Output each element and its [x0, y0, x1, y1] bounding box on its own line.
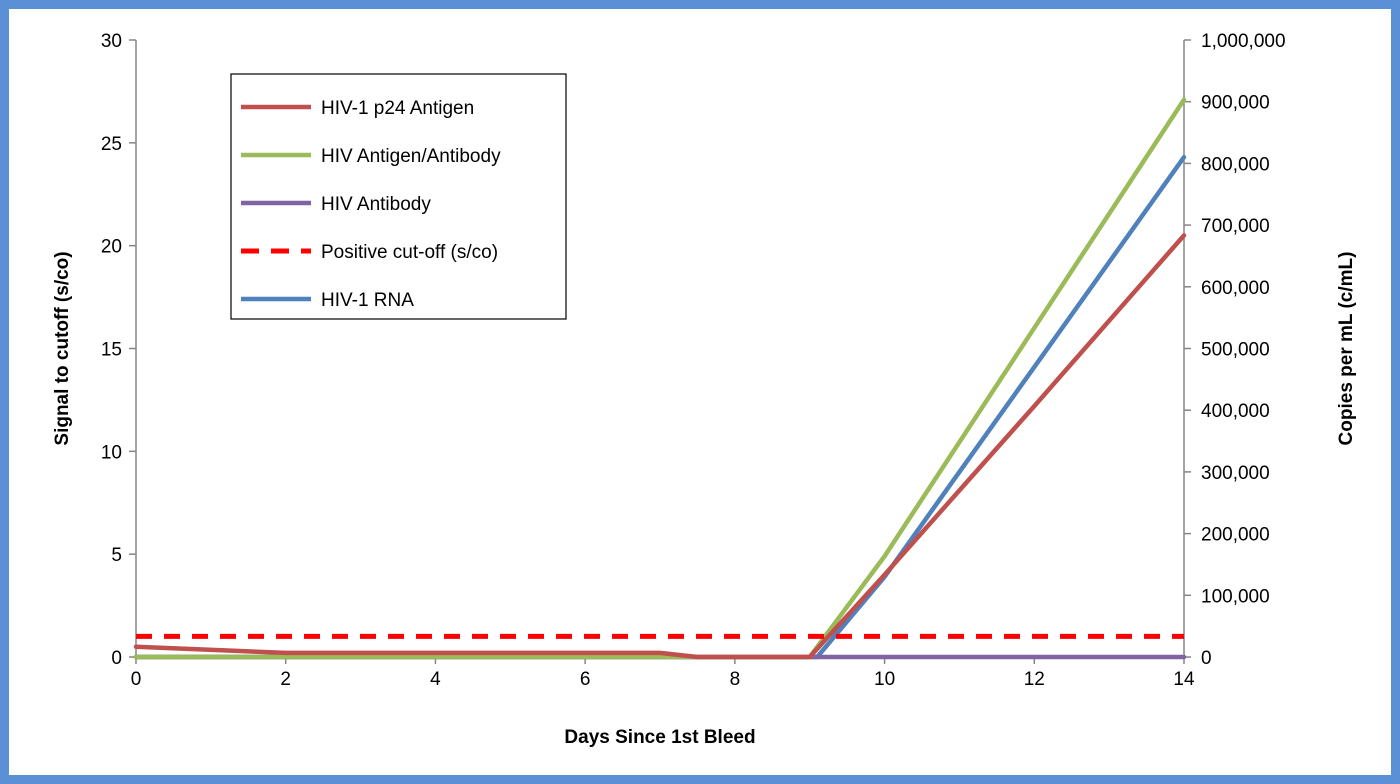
- hiv-test-chart: 0 2 4 6 8 10 12 14 0 5 10 15 20 25 30 0 100,000 200,000 30…: [52, 31, 1357, 748]
- legend-entry: HIV-1 RNA: [321, 290, 414, 311]
- series-line-hiv-1-p24-antigen: [133, 233, 1187, 660]
- y2-tick-label: 1,000,000: [1201, 31, 1286, 52]
- y2-tick-label: 300,000: [1201, 463, 1270, 484]
- x-tick-label: 6: [580, 669, 591, 690]
- legend-entry: HIV-1 p24 Antigen: [321, 98, 474, 119]
- y2-tick-label: 0: [1201, 648, 1212, 669]
- x-tick-label: 2: [280, 669, 291, 690]
- series-layer: [133, 97, 1187, 660]
- y2-tick-label: 200,000: [1201, 525, 1270, 546]
- y2-tick-label: 600,000: [1201, 278, 1270, 299]
- y2-tick-label: 700,000: [1201, 216, 1270, 237]
- legend-box: [230, 73, 567, 320]
- y-tick-label: 10: [101, 442, 122, 463]
- legend: HIV-1 p24 Antigen HIV Antigen/Antibody HIV…: [230, 73, 567, 320]
- y2-tick-label: 900,000: [1201, 93, 1270, 114]
- x-tick-label: 0: [131, 669, 142, 690]
- x-tick-label: 4: [430, 669, 441, 690]
- x-tick-label: 8: [730, 669, 741, 690]
- legend-entry: HIV Antigen/Antibody: [321, 146, 501, 167]
- x-tick-label: 12: [1024, 669, 1045, 690]
- y2-tick-label: 500,000: [1201, 340, 1270, 361]
- y-tick-label: 15: [101, 340, 122, 361]
- y-tick-label: 20: [101, 237, 122, 258]
- chart-frame: 0 2 4 6 8 10 12 14 0 5 10 15 20 25 30 0 100,000 200,000 30…: [9, 9, 1391, 775]
- y2-tick-label: 100,000: [1201, 586, 1270, 607]
- y2-tick-label: 800,000: [1201, 154, 1270, 175]
- y-tick-label: 0: [111, 648, 122, 669]
- x-tick-label: 14: [1173, 669, 1195, 690]
- y2-tick-label: 400,000: [1201, 401, 1270, 422]
- y-tick-label: 25: [101, 134, 122, 155]
- y2-axis-title: Copies per mL (c/mL): [1336, 252, 1357, 446]
- x-axis-title: Days Since 1st Bleed: [564, 727, 755, 748]
- legend-entry: Positive cut-off (s/co): [321, 242, 498, 263]
- y-axis-title: Signal to cutoff (s/co): [52, 251, 73, 445]
- y-tick-label: 30: [101, 31, 122, 52]
- tick-labels: 0 2 4 6 8 10 12 14 0 5 10 15 20 25 30 0 100,000 200,000 30…: [101, 31, 1286, 690]
- x-tick-label: 10: [874, 669, 895, 690]
- legend-entry: HIV Antibody: [321, 194, 431, 215]
- y-tick-label: 5: [111, 545, 122, 566]
